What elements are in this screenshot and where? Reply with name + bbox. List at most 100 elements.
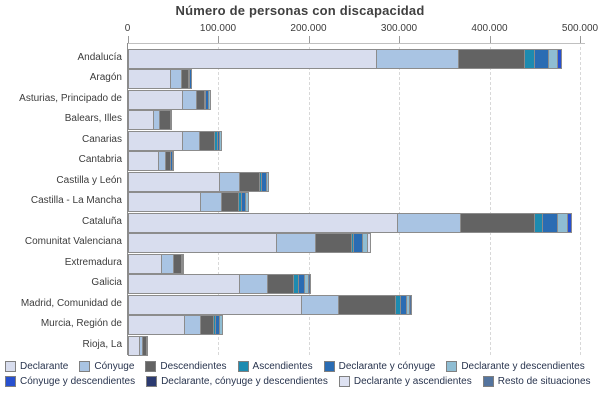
bar-segment [547, 49, 558, 68]
bar-segment [158, 111, 170, 130]
bar-segment [261, 172, 266, 191]
bar-segment [129, 275, 239, 294]
bar-segment [338, 295, 396, 314]
bar-segment [219, 316, 223, 335]
x-axis-tick-mark [218, 36, 219, 43]
bar-row [128, 89, 211, 110]
legend-label: Declarante y ascendientes [353, 376, 472, 387]
bar-row [128, 253, 185, 274]
legend-label: Cónyuge y descendientes [20, 376, 136, 387]
bar-segment [303, 275, 309, 294]
bar-segment [129, 90, 183, 109]
bar-segment [362, 234, 367, 253]
bar-segment [534, 49, 548, 68]
bar-segment [190, 70, 192, 89]
legend-label: Declarante y cónyuge [338, 361, 436, 372]
bar-row [128, 315, 224, 336]
bar-segment [214, 131, 217, 150]
y-axis-line [127, 43, 128, 355]
bar-segment [171, 152, 173, 171]
legend-swatch [5, 361, 16, 372]
legend-label: Declarante [20, 361, 69, 372]
bar-segment [213, 316, 215, 335]
legend-item: Declarante, cónyuge y descendientes [146, 376, 328, 387]
bar-segment [129, 234, 276, 253]
legend-item: Declarante y descendientes [446, 361, 585, 372]
bar-segment [180, 254, 183, 273]
legend-label: Ascendientes [252, 361, 313, 372]
legend-label: Declarante y descendientes [461, 361, 585, 372]
y-axis-label: Comunitat Valenciana [24, 236, 122, 248]
bar-segment [129, 111, 153, 130]
legend-item: Resto de situaciones [482, 376, 591, 387]
legend-item: Descendientes [145, 361, 227, 372]
gridline [308, 47, 310, 355]
bar-segment [405, 295, 410, 314]
bar-segment [129, 316, 185, 335]
bar-segment [308, 275, 310, 294]
bar-segment [238, 275, 267, 294]
x-axis-tick-label: 500.000 [561, 23, 599, 34]
bar-segment [239, 172, 260, 191]
bar-segment [275, 234, 315, 253]
bar-segment [207, 90, 210, 109]
bar-segment [199, 316, 214, 335]
legend-item: Ascendientes [237, 361, 313, 372]
y-axis-label: Madrid, Comunidad de [20, 297, 122, 309]
bar-segment [146, 336, 148, 355]
bar-segment [399, 295, 406, 314]
legend-row: Declarante Cónyuge Descendientes Ascendient… [5, 361, 597, 372]
bar-segment [458, 49, 525, 68]
legend-swatch [338, 376, 350, 387]
bar-segment [366, 234, 370, 253]
bar-segment [353, 234, 363, 253]
bar-segment [396, 213, 461, 232]
x-axis-tick-label: 200.000 [290, 23, 327, 34]
bar-row [128, 171, 270, 192]
legend-swatch [145, 361, 157, 372]
legend-swatch [146, 376, 158, 387]
x-axis-line [127, 43, 585, 44]
y-axis-label: Cantabria [78, 154, 122, 166]
bar-row [128, 69, 193, 90]
bar-segment [129, 295, 301, 314]
bar-segment [376, 49, 459, 68]
x-axis-tick-label: 100.000 [199, 23, 237, 34]
x-axis-tick-mark [580, 36, 581, 43]
y-axis-label: Aragón [89, 72, 122, 84]
bar-segment [129, 172, 219, 191]
bar-segment [259, 172, 262, 191]
x-axis-tick-mark [489, 36, 491, 43]
bar-segment [141, 336, 147, 355]
bar-segment [541, 213, 558, 232]
legend-label: Cónyuge [94, 361, 135, 372]
legend-item: Cónyuge [79, 361, 134, 372]
y-axis-label: Cataluña [81, 215, 122, 227]
bar-segment [129, 70, 170, 89]
chart-title: Número de personas con discapacidad [175, 3, 425, 18]
legend-item: Declarante y ascendientes [338, 376, 472, 387]
legend-label: Descendientes [160, 361, 227, 372]
bar-row [128, 130, 223, 151]
bar-segment [292, 275, 299, 294]
bar-row [128, 151, 175, 172]
legend-item: Declarante [5, 361, 68, 372]
x-axis-tick-mark [399, 36, 400, 43]
bar-row [128, 192, 249, 213]
bar-segment [169, 152, 172, 171]
y-axis-label: Galicia [91, 277, 122, 289]
legend-swatch [79, 361, 91, 372]
legend-label: Resto de situaciones [497, 376, 591, 387]
legend-swatch [482, 376, 494, 387]
bar-segment [182, 254, 184, 273]
bar-segment [172, 152, 174, 171]
bar-segment [300, 295, 339, 314]
bar-segment [218, 172, 240, 191]
y-axis-label: Rioja, La [82, 338, 122, 350]
bar-segment [214, 316, 220, 335]
bar-segment [244, 193, 248, 212]
y-axis-label: Extremadura [64, 256, 122, 268]
bar-segment [129, 254, 161, 273]
bar-segment [138, 336, 142, 355]
